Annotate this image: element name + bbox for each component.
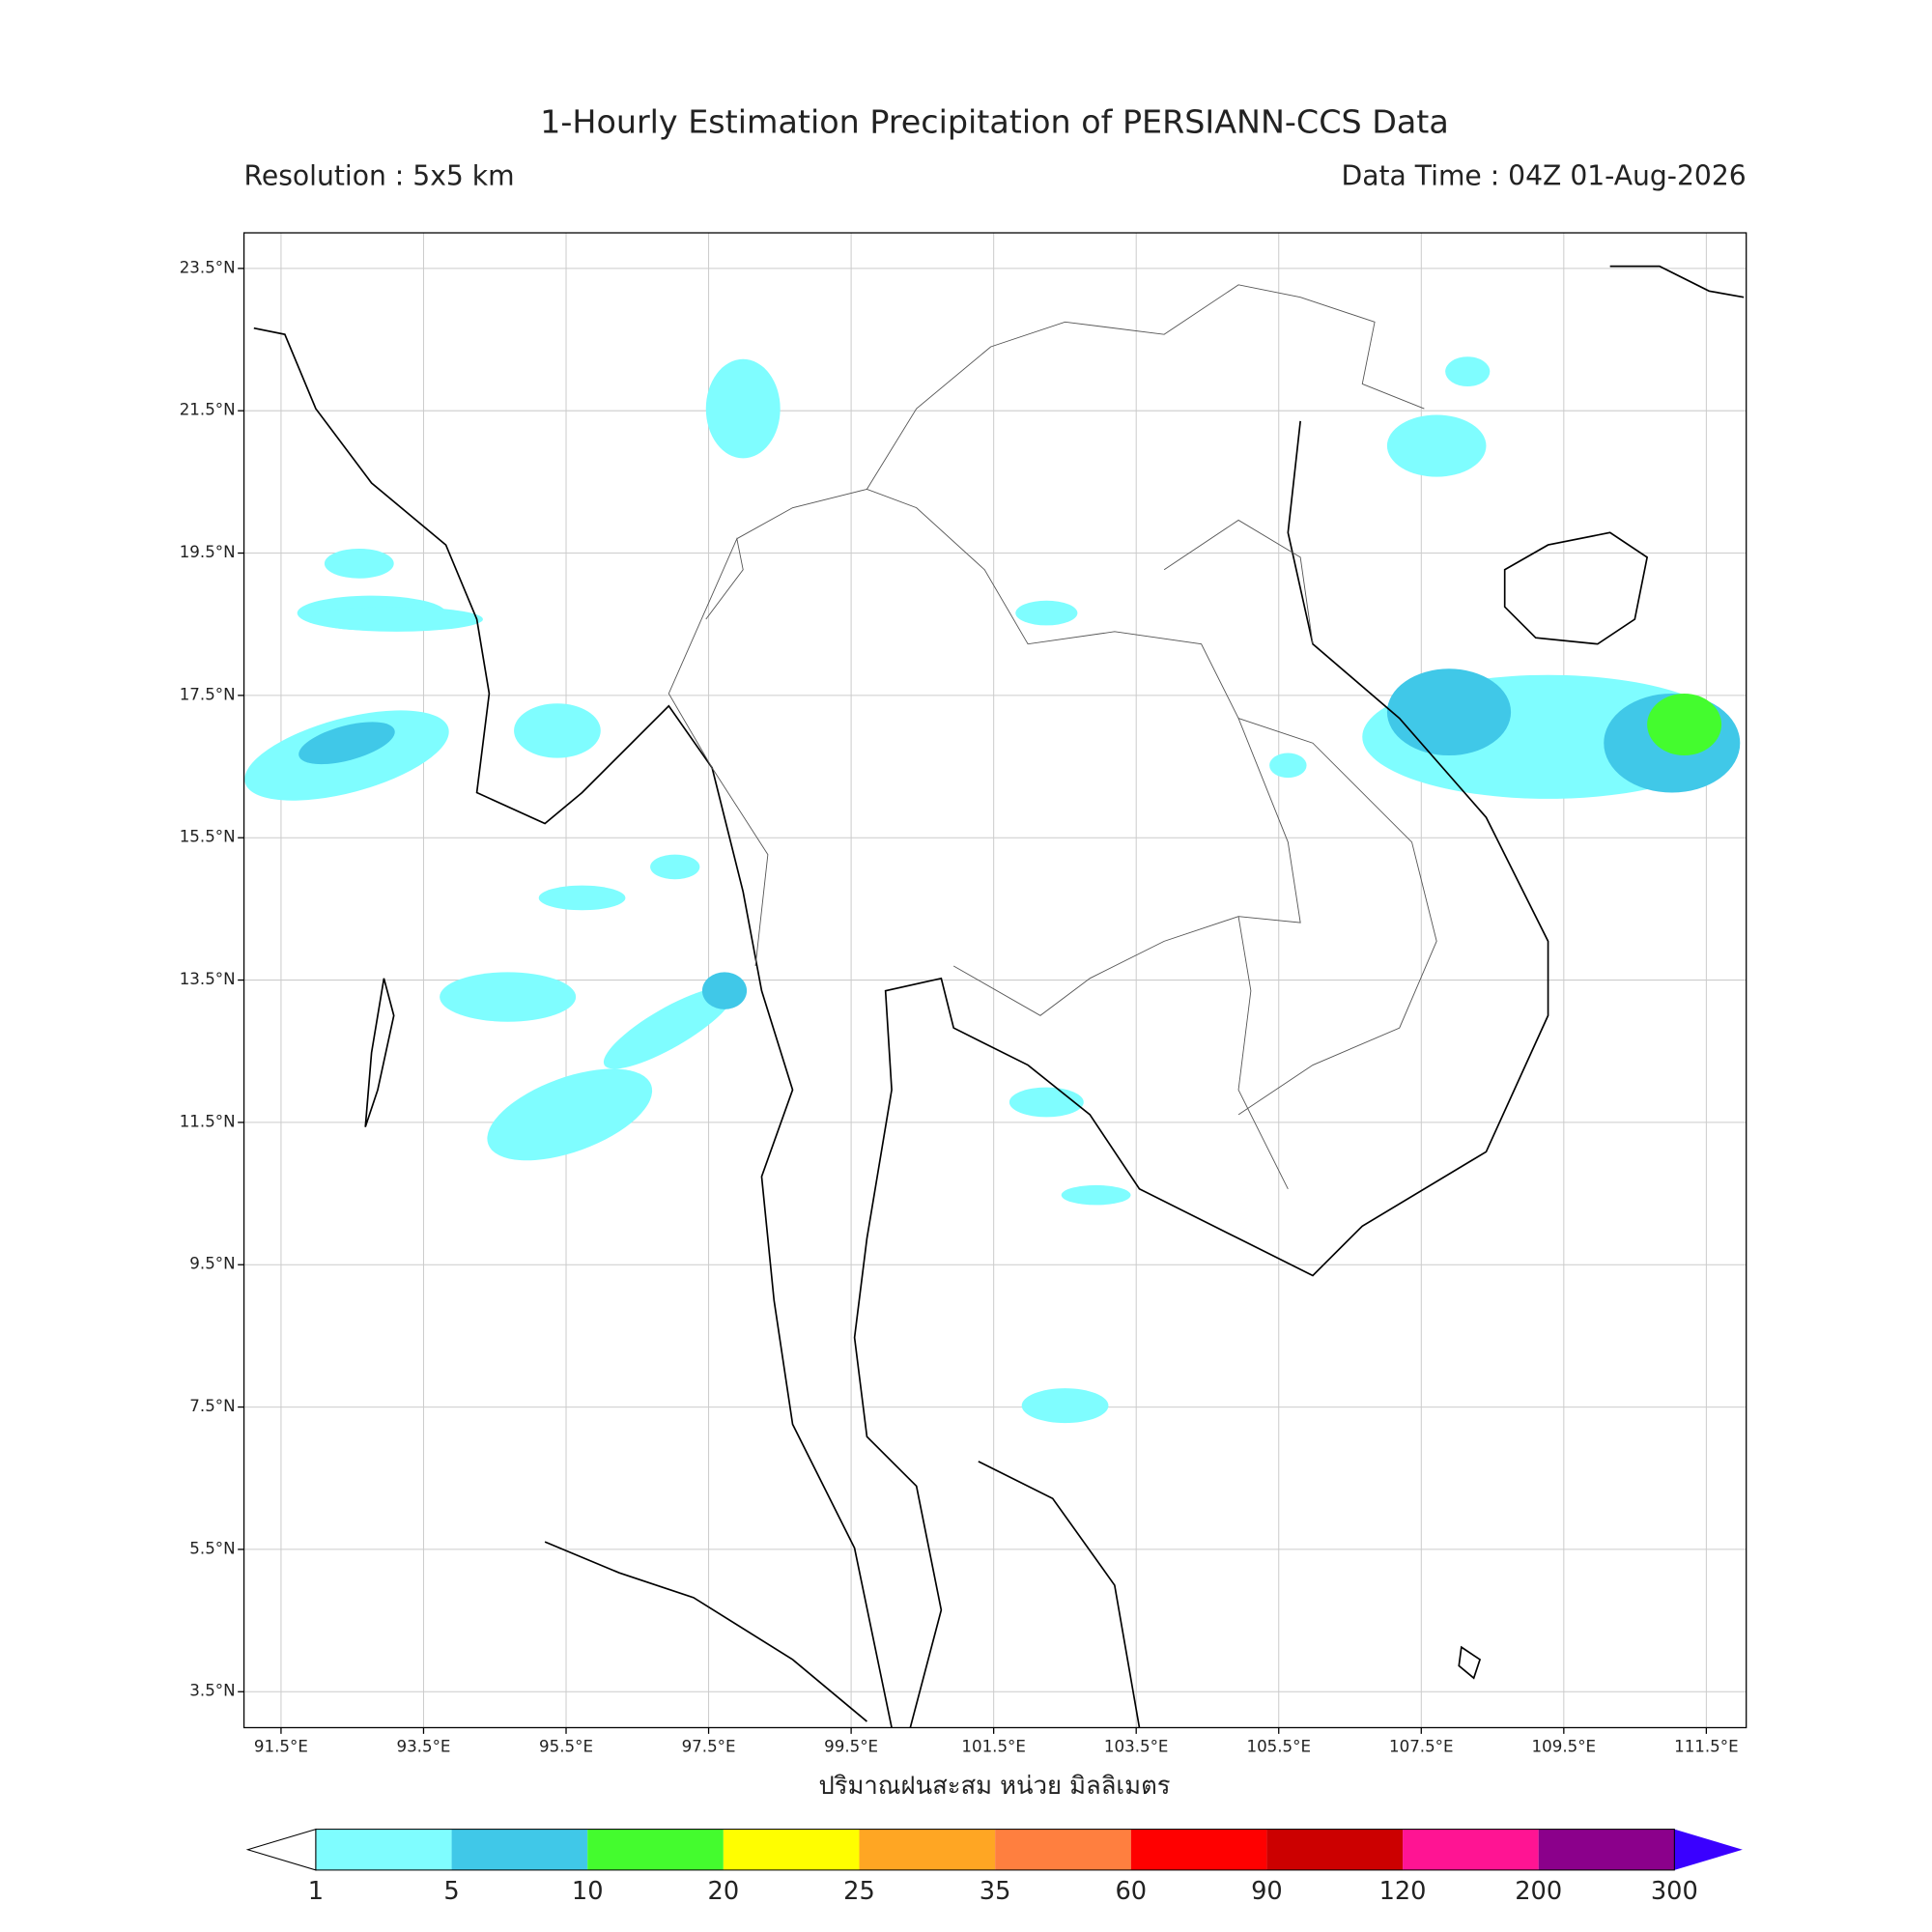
- rain-area: [1445, 356, 1491, 386]
- rain-area: [487, 1068, 653, 1161]
- rain-area: [1647, 693, 1722, 756]
- lon-tick-label: 107.5°E: [1389, 1737, 1454, 1755]
- rain-area: [514, 703, 601, 758]
- colorbar-tick-label: 300: [1651, 1877, 1698, 1906]
- lon-tick-label: 109.5°E: [1532, 1737, 1597, 1755]
- colorbar-under: [245, 1828, 317, 1871]
- border: [867, 284, 1425, 490]
- colorbar-box: [315, 1829, 452, 1870]
- rain-area: [603, 986, 734, 1069]
- lat-tick-label: 7.5°N: [189, 1397, 235, 1415]
- lat-tick-label: 15.5°N: [180, 828, 236, 846]
- coastline: [978, 1461, 1141, 1728]
- colorbar-tick-label: 35: [980, 1877, 1011, 1906]
- coastline: [1503, 531, 1649, 645]
- rain-area: [701, 972, 748, 1009]
- colorbar-tick-label: 200: [1515, 1877, 1562, 1906]
- rain-area: [1386, 414, 1487, 477]
- colorbar-box: [723, 1829, 860, 1870]
- lat-tick-label: 19.5°N: [180, 543, 236, 561]
- lat-tick-label: 23.5°N: [180, 258, 236, 276]
- data-time: Data Time : 04Z 01-Aug-2026: [1342, 159, 1747, 191]
- coastline: [1609, 265, 1745, 298]
- lon-tick-label: 93.5°E: [396, 1737, 450, 1755]
- coastlines: [253, 265, 1745, 1728]
- borders: [668, 284, 1437, 1189]
- ticks: 23.5°N 21.5°N 19.5°N 17.5°N 15.5°N 13.5°N 11.5…: [180, 258, 1739, 1755]
- colorbar-tick-label: 5: [443, 1877, 459, 1906]
- colorbar-box: [1130, 1829, 1267, 1870]
- rain-area: [1386, 668, 1512, 756]
- lat-tick-label: 11.5°N: [180, 1112, 236, 1130]
- colorbar-box: [1266, 1829, 1404, 1870]
- border: [1163, 519, 1314, 644]
- rain-area: [440, 972, 577, 1022]
- colorbar-tick-label: 20: [708, 1877, 740, 1906]
- map-area: [243, 233, 1747, 1728]
- border: [1237, 916, 1289, 1189]
- rain-area: [1269, 753, 1307, 779]
- lon-tick-label: 111.5°E: [1674, 1737, 1739, 1755]
- lat-tick-label: 3.5°N: [189, 1682, 235, 1700]
- colorbar-box: [995, 1829, 1131, 1870]
- rain-area: [1015, 600, 1078, 626]
- lat-tick-label: 9.5°N: [189, 1255, 235, 1273]
- lat-tick-label: 21.5°N: [180, 401, 236, 419]
- lat-tick-label: 5.5°N: [189, 1539, 235, 1557]
- lon-tick-label: 91.5°E: [254, 1737, 308, 1755]
- rain-area: [1009, 1087, 1084, 1118]
- coastline: [364, 978, 395, 1127]
- border: [1237, 718, 1437, 1116]
- colorbar-box: [1538, 1829, 1675, 1870]
- rain-area: [538, 885, 626, 911]
- coastline: [1458, 1645, 1482, 1680]
- colorbar-box: [859, 1829, 996, 1870]
- lon-tick-label: 95.5°E: [539, 1737, 593, 1755]
- rain-area: [309, 607, 483, 632]
- colorbar-outline: [315, 1829, 1675, 1871]
- lat-tick-label: 13.5°N: [180, 970, 236, 988]
- rain-area: [324, 548, 394, 579]
- coastline: [253, 327, 893, 1728]
- rain-area: [650, 854, 700, 880]
- coastline: [544, 1541, 867, 1722]
- lon-tick-label: 103.5°E: [1104, 1737, 1169, 1755]
- colorbar-tick-label: 90: [1251, 1877, 1283, 1906]
- lon-tick-label: 97.5°E: [682, 1737, 736, 1755]
- border: [736, 488, 1301, 1016]
- figure-content: 1-Hourly Estimation Precipitation of PER…: [180, 103, 1747, 1906]
- rain-area: [705, 358, 781, 459]
- lon-tick-label: 105.5°E: [1246, 1737, 1311, 1755]
- rain-area: [1021, 1388, 1109, 1424]
- colorbar-label: ปริมาณฝนสะสม หน่วย มิลลิเมตร: [818, 1772, 1170, 1801]
- colorbar: 1 5 10 20 25 35 60 90 120 200 300: [245, 1828, 1743, 1906]
- lon-tick-label: 101.5°E: [961, 1737, 1026, 1755]
- colorbar-box: [587, 1829, 724, 1870]
- colorbar-tick-label: 60: [1115, 1877, 1147, 1906]
- colorbar-tick-label: 25: [843, 1877, 875, 1906]
- resolution: Resolution : 5x5 km: [244, 159, 515, 191]
- rain-area: [1061, 1184, 1131, 1206]
- lon-tick-label: 99.5°E: [824, 1737, 878, 1755]
- precipitation: [244, 356, 1741, 1424]
- colorbar-tick-label: 1: [308, 1877, 324, 1906]
- colorbar-box: [1403, 1829, 1539, 1870]
- title: 1-Hourly Estimation Precipitation of PER…: [540, 103, 1449, 141]
- border: [668, 537, 769, 967]
- lat-tick-label: 17.5°N: [180, 685, 236, 703]
- colorbar-over: [1674, 1829, 1743, 1870]
- colorbar-tick-label: 120: [1379, 1877, 1427, 1906]
- colorbar-tick-label: 10: [572, 1877, 604, 1906]
- colorbar-box: [451, 1829, 588, 1870]
- rain-area: [298, 722, 395, 765]
- coastline: [853, 420, 1549, 1728]
